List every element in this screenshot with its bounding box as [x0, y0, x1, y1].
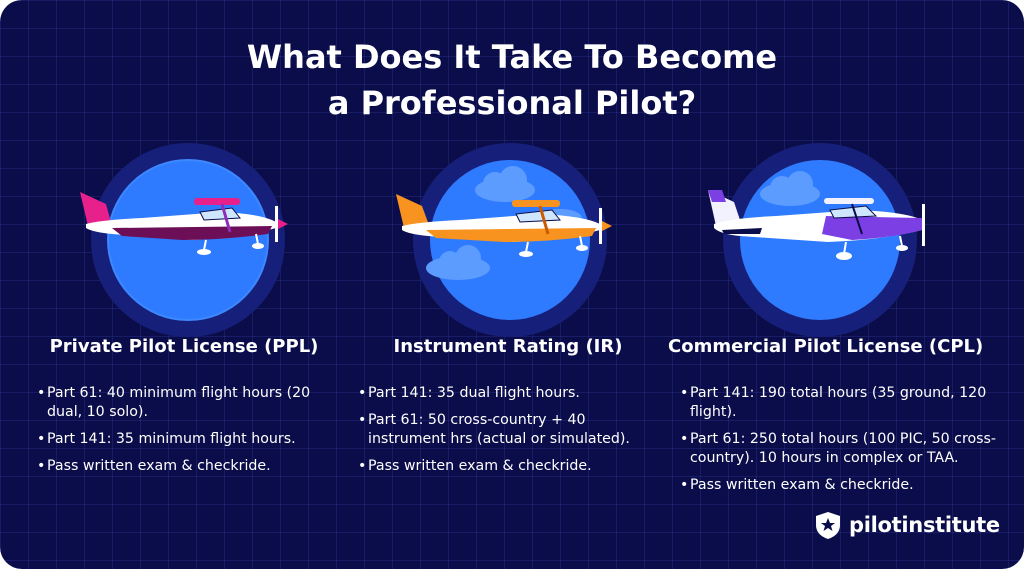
list-item: Part 141: 190 total hours (35 ground, 12…	[680, 384, 1006, 422]
ppl-plane-icon	[80, 192, 288, 255]
title-line-2: a Professional Pilot?	[327, 84, 697, 122]
list-item: Part 61: 50 cross-country + 40 instrumen…	[358, 411, 658, 449]
pilotinstitute-logo: pilotinstitute	[813, 510, 1000, 540]
list-item: Pass written exam & checkride.	[680, 476, 1006, 495]
cpl-plane-icon	[708, 190, 925, 260]
list-item: Part 141: 35 dual flight hours.	[358, 384, 658, 403]
list-item: Pass written exam & checkride.	[358, 457, 658, 476]
ir-requirements-list: Part 141: 35 dual flight hours. Part 61:…	[358, 384, 658, 484]
ir-heading: Instrument Rating (IR)	[393, 336, 623, 357]
page-title: What Does It Take To Become a Profession…	[0, 34, 1024, 126]
ir-plane-icon	[396, 194, 612, 257]
list-item: Part 61: 40 minimum flight hours (20 dua…	[37, 384, 329, 422]
list-item: Pass written exam & checkride.	[37, 457, 329, 476]
ppl-requirements-list: Part 61: 40 minimum flight hours (20 dua…	[37, 384, 329, 484]
list-item: Part 61: 250 total hours (100 PIC, 50 cr…	[680, 430, 1006, 468]
logo-text: pilotinstitute	[849, 513, 1000, 537]
ppl-heading: Private Pilot License (PPL)	[49, 336, 319, 357]
cpl-heading: Commercial Pilot License (CPL)	[668, 336, 984, 357]
star-shield-icon	[816, 512, 840, 539]
cpl-requirements-list: Part 141: 190 total hours (35 ground, 12…	[680, 384, 1006, 503]
list-item: Part 141: 35 minimum flight hours.	[37, 430, 329, 449]
title-line-1: What Does It Take To Become	[246, 38, 778, 76]
